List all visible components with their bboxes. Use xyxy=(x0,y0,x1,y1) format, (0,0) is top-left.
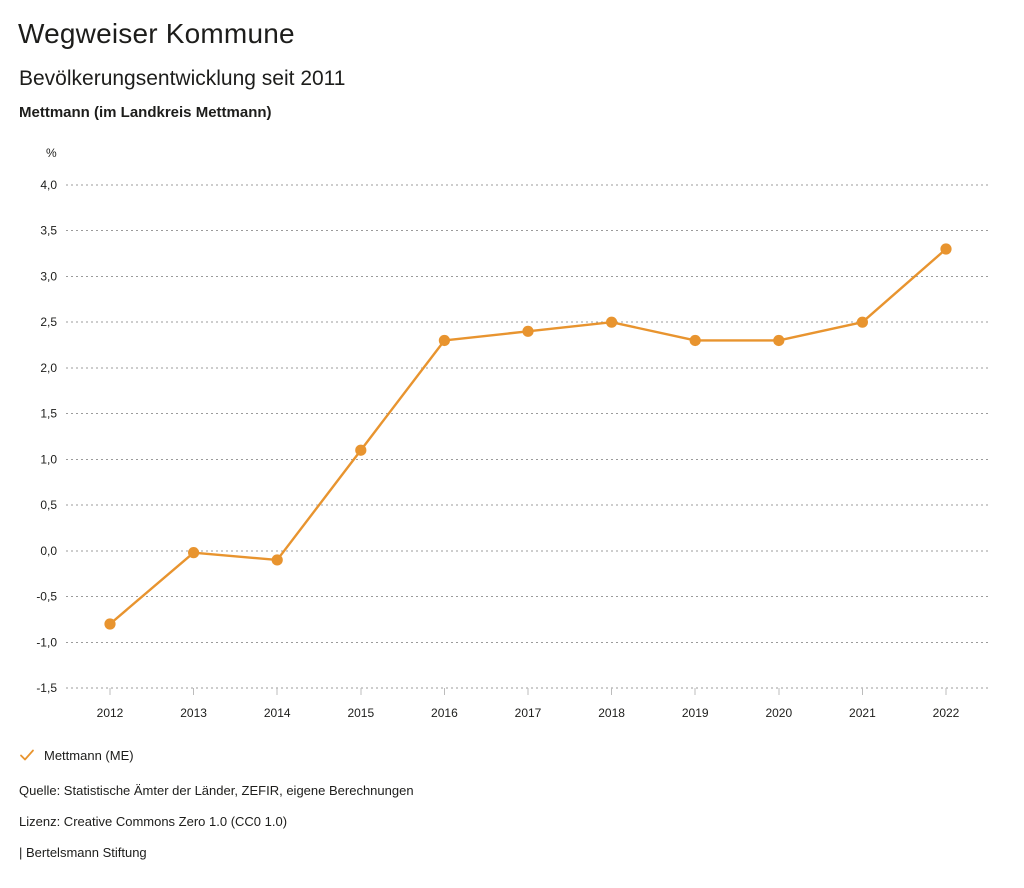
x-axis-tick-label: 2021 xyxy=(849,706,876,720)
y-axis-tick-label: 2,5 xyxy=(40,315,57,329)
data-point-marker[interactable] xyxy=(522,325,534,337)
region-label: Mettmann (im Landkreis Mettmann) xyxy=(19,104,272,121)
data-point-marker[interactable] xyxy=(773,334,785,347)
page-subtitle: Bevölkerungsentwicklung seit 2011 xyxy=(19,67,346,90)
y-axis-tick-label: -1,5 xyxy=(36,681,57,695)
y-axis-tick-label: 3,0 xyxy=(40,269,57,283)
chart-plot-area: 4,0 3,5 3,0 2,5 2,0 1,5 1,0 0,5 0,0 -0,5 -1,0 -1,5 2… xyxy=(36,146,990,720)
x-axis-tick-label: 2022 xyxy=(933,706,960,720)
x-axis-tick-label: 2013 xyxy=(180,706,207,720)
page-title: Wegweiser Kommune xyxy=(18,18,295,49)
footer-source: Quelle: Statistische Ämter der Länder, Z… xyxy=(19,783,414,798)
series-line xyxy=(108,247,948,626)
data-point-marker[interactable] xyxy=(689,334,701,347)
y-axis-tick-label: 1,5 xyxy=(40,407,57,421)
data-point-marker[interactable] xyxy=(355,444,367,456)
x-axis-tick-label: 2020 xyxy=(765,706,792,720)
footer-license: Lizenz: Creative Commons Zero 1.0 (CC0 1… xyxy=(19,814,288,829)
data-point-marker[interactable] xyxy=(271,554,283,566)
x-axis-tick-label: 2016 xyxy=(431,706,458,720)
data-point-marker[interactable] xyxy=(438,334,450,347)
x-axis-tick-label: 2014 xyxy=(264,706,291,720)
data-point-marker[interactable] xyxy=(606,316,618,328)
y-axis-tick-label: 0,0 xyxy=(40,544,57,558)
data-point-marker[interactable] xyxy=(188,547,200,559)
y-axis-tick-label: -0,5 xyxy=(36,590,57,604)
data-point-marker[interactable] xyxy=(856,316,869,328)
footer-publisher: | Bertelsmann Stiftung xyxy=(19,845,147,860)
chart-footer: Quelle: Statistische Ämter der Länder, Z… xyxy=(19,784,919,859)
y-axis-tick-label: 0,5 xyxy=(40,498,57,512)
data-point-marker[interactable] xyxy=(940,243,952,255)
data-point-marker[interactable] xyxy=(104,618,116,630)
x-axis-tick-label: 2018 xyxy=(598,706,625,720)
check-icon[interactable] xyxy=(19,747,35,763)
chart-legend[interactable]: Mettmann (ME) xyxy=(19,745,134,765)
legend-item-label: Mettmann (ME) xyxy=(44,747,134,763)
y-axis-tick-label: -1,0 xyxy=(36,635,57,649)
y-axis-tick-label: 2,0 xyxy=(40,361,57,375)
line-chart: 4,0 3,5 3,0 2,5 2,0 1,5 1,0 0,5 0,0 -0,5 -1,0 -1,5 2… xyxy=(36,178,990,720)
y-axis-unit-label: % xyxy=(46,146,57,160)
x-axis-tick-label: 2019 xyxy=(682,706,709,720)
y-axis-tick-label: 3,5 xyxy=(40,224,57,238)
x-axis-tick-label: 2017 xyxy=(515,706,542,720)
x-axis-tick-label: 2012 xyxy=(97,706,124,720)
x-axis-tick-label: 2015 xyxy=(347,706,374,720)
y-axis-tick-label: 4,0 xyxy=(40,178,57,192)
y-axis-tick-label: 1,0 xyxy=(40,452,57,466)
